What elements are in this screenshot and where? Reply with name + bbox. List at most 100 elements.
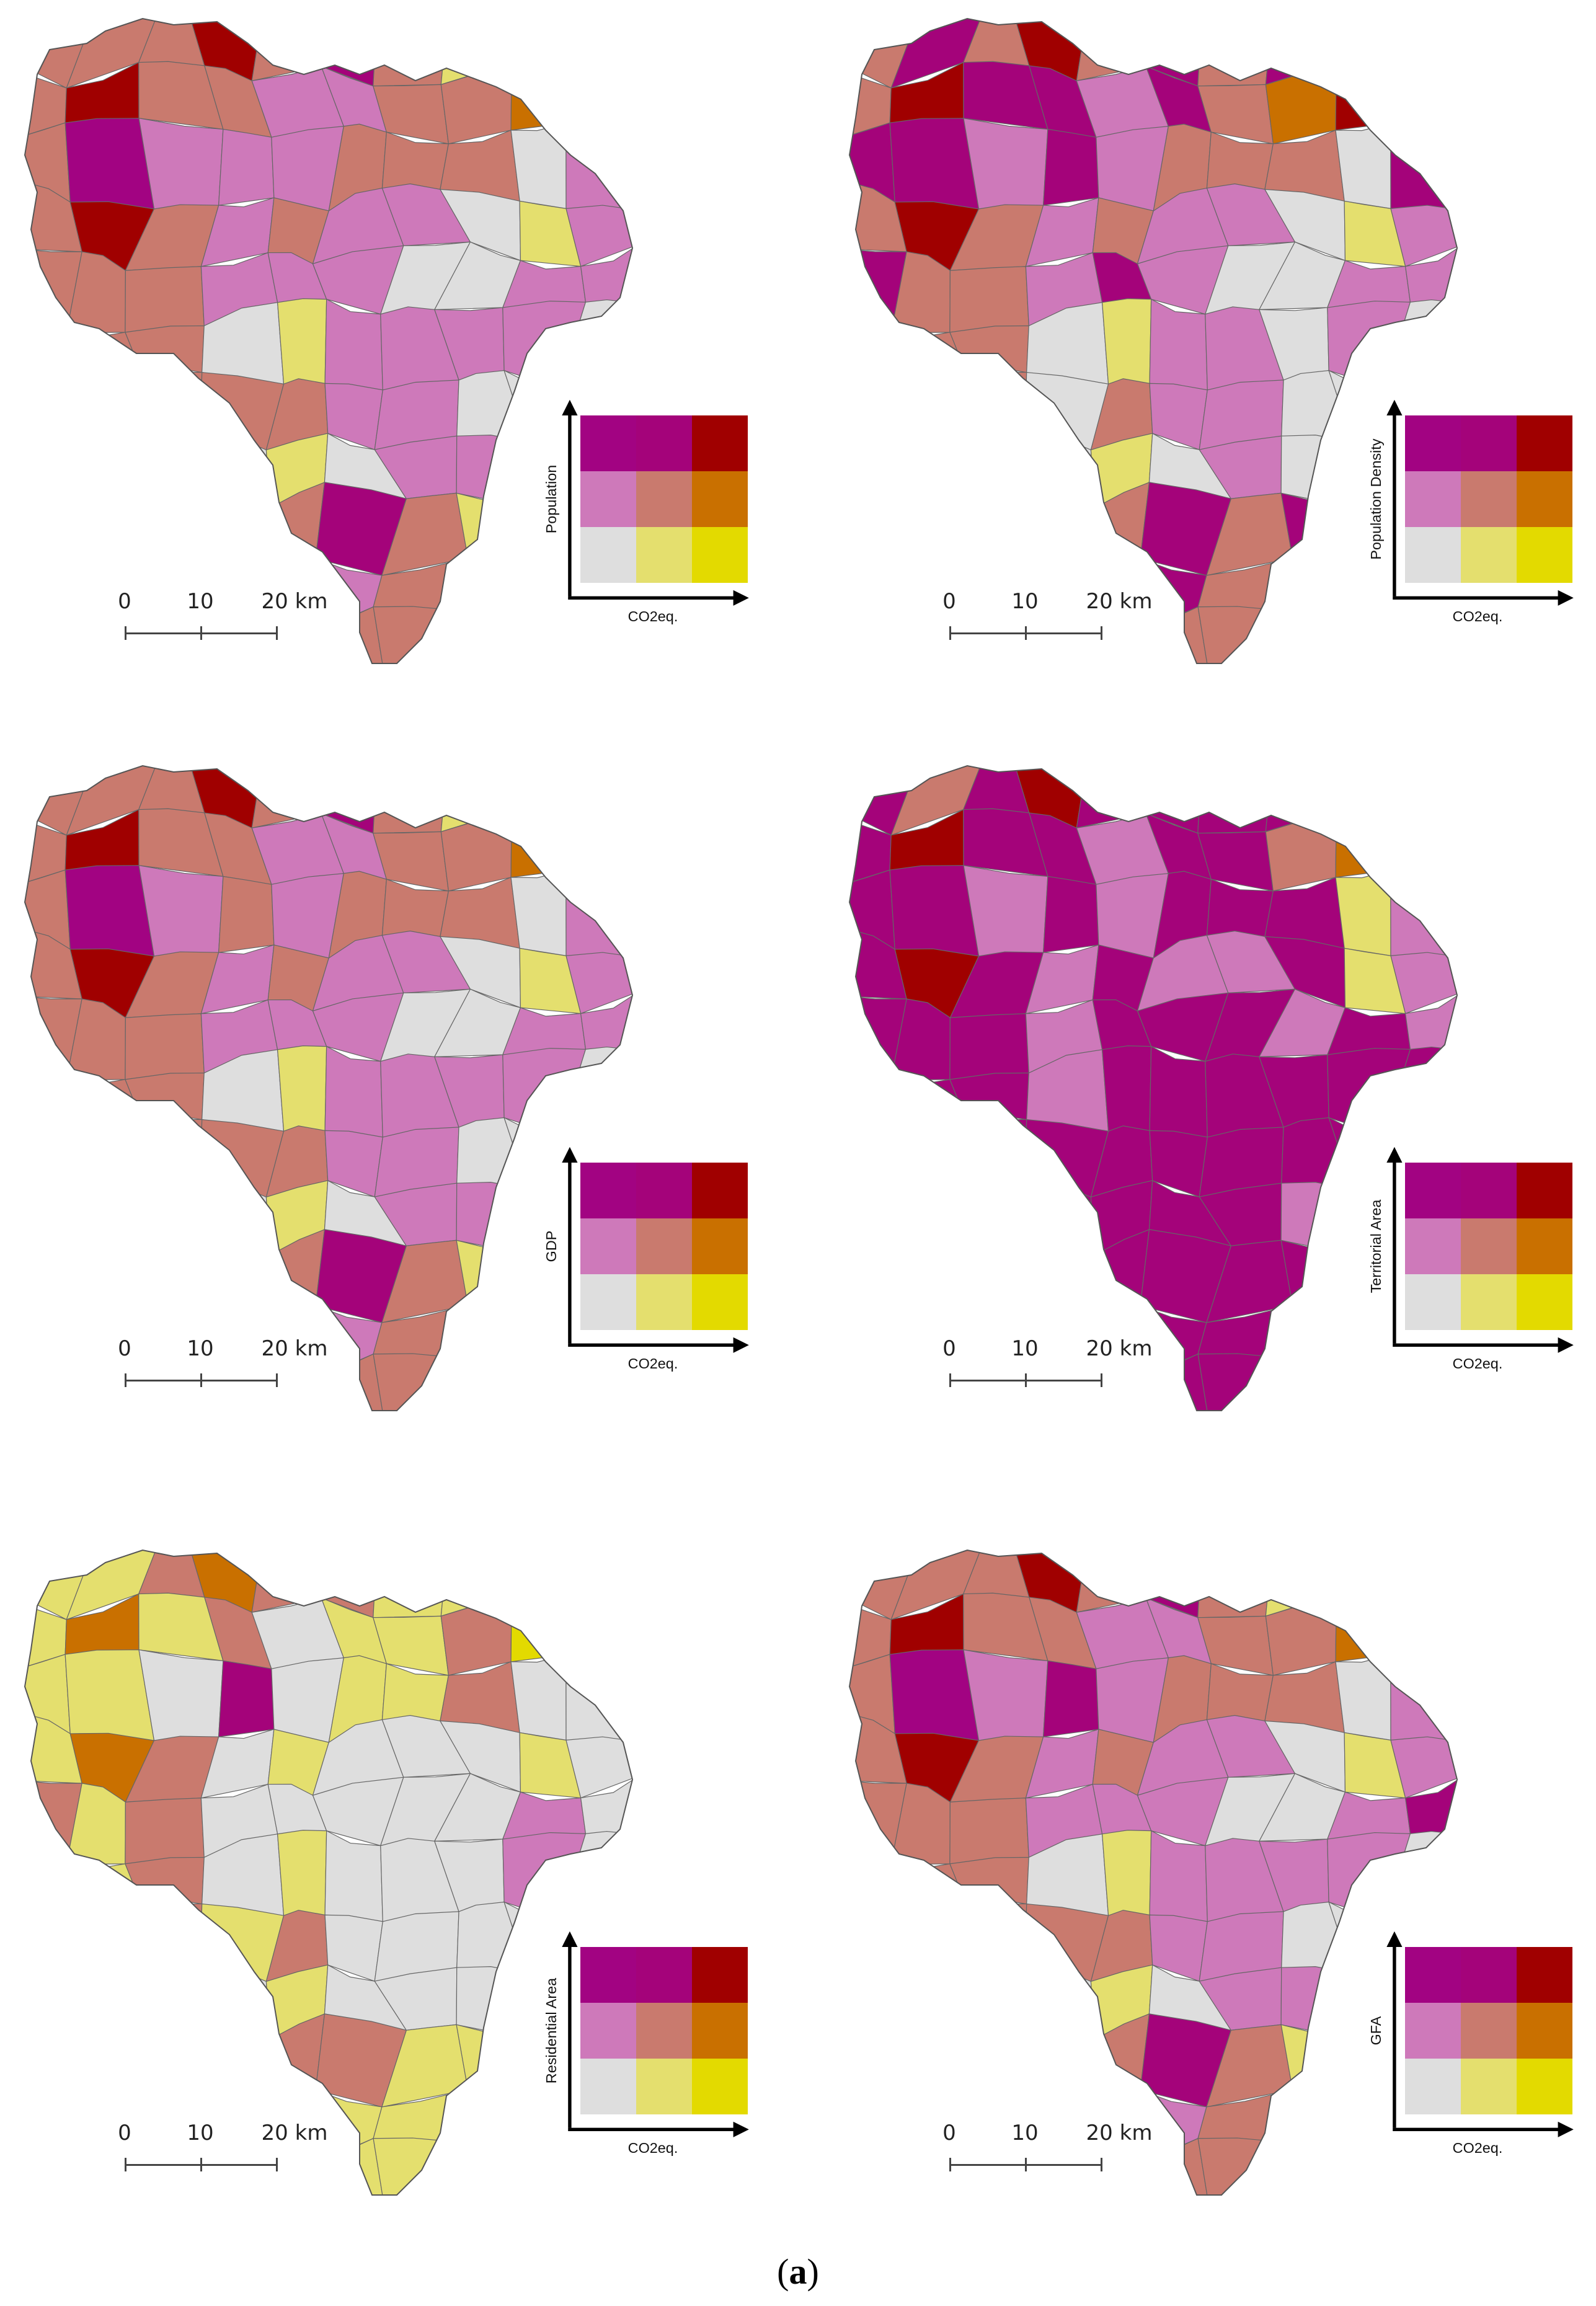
municipality-region xyxy=(849,1240,904,1313)
municipality-region xyxy=(138,766,205,814)
legend-swatch xyxy=(580,415,636,471)
municipality-region xyxy=(962,766,1030,814)
scale-tick xyxy=(1101,1373,1102,1387)
scale-tick xyxy=(276,2158,278,2171)
municipality-region xyxy=(218,876,275,953)
municipality-region xyxy=(324,298,383,391)
legend-x-arrow xyxy=(568,1337,749,1353)
figure-caption: (a) xyxy=(777,2251,819,2292)
municipality-region xyxy=(949,266,1029,333)
legend-swatch xyxy=(1461,415,1517,471)
legend-y-label: Territorial Area xyxy=(1367,1199,1385,1293)
municipality-region xyxy=(565,68,632,141)
municipality-region xyxy=(849,1856,909,1925)
legend-swatch xyxy=(1461,1163,1517,1218)
scale-tick xyxy=(276,1373,278,1387)
municipality-region xyxy=(849,1072,909,1140)
municipality-region xyxy=(849,552,897,633)
legend-y-label: Population xyxy=(543,464,560,534)
scale-line xyxy=(949,2164,1101,2166)
municipality-region xyxy=(125,1013,205,1080)
municipality-region xyxy=(849,325,909,393)
map-panel-population: 0 10 20 km Population CO2eq. xyxy=(12,6,749,676)
municipality-region xyxy=(849,1107,909,1177)
municipality-region xyxy=(510,122,567,210)
municipality-region xyxy=(311,1353,386,1411)
municipality-region xyxy=(66,1960,161,2043)
municipality-region xyxy=(440,19,515,86)
legend-swatch xyxy=(1517,1218,1572,1274)
legend-y-arrow xyxy=(1386,399,1403,596)
scale-label: 20 km xyxy=(1086,2121,1153,2145)
region-outline xyxy=(848,1549,1458,2196)
municipality-region xyxy=(25,1107,84,1177)
municipality-region xyxy=(61,1248,152,1322)
municipality-region xyxy=(510,1654,567,1741)
municipality-region xyxy=(1336,1550,1406,1600)
legend-x-arrow xyxy=(1393,590,1574,606)
bivariate-legend: GFA CO2eq. xyxy=(1367,1931,1574,2181)
municipality-region xyxy=(961,1108,1027,1187)
municipality-region xyxy=(849,1168,904,1252)
municipality-region xyxy=(949,325,1029,373)
municipality-region xyxy=(1336,766,1406,816)
municipality-region xyxy=(891,1960,986,2043)
scale-label: 0 xyxy=(942,589,956,614)
municipality-region xyxy=(1390,952,1457,1014)
municipality-region xyxy=(961,1892,1027,1972)
municipality-region xyxy=(578,1550,632,1613)
municipality-region xyxy=(324,1830,383,1922)
municipality-region xyxy=(136,1892,203,1972)
municipality-region xyxy=(849,2155,913,2195)
legend-swatch xyxy=(692,2003,748,2059)
municipality-region xyxy=(1280,1239,1358,1306)
municipality-region xyxy=(125,325,205,373)
municipality-region xyxy=(510,809,579,878)
municipality-region xyxy=(1335,1654,1391,1741)
region-outline xyxy=(848,17,1458,664)
municipality-region xyxy=(1265,766,1340,833)
municipality-region xyxy=(66,1176,161,1259)
municipality-region xyxy=(1197,1353,1275,1411)
municipality-region xyxy=(25,1300,73,1380)
municipality-region xyxy=(1335,1594,1404,1662)
legend-swatch xyxy=(1461,527,1517,583)
municipality-region xyxy=(849,2024,904,2098)
municipality-region xyxy=(138,1649,224,1741)
legend-swatch xyxy=(636,1163,692,1218)
municipality-region xyxy=(975,1178,1030,1261)
municipality-region xyxy=(139,1256,210,1323)
choropleth-map xyxy=(848,765,1458,1411)
legend-swatch xyxy=(1517,1163,1572,1218)
scale-label: 10 xyxy=(187,1336,214,1361)
scale-label: 20 km xyxy=(261,1336,328,1361)
municipality-region xyxy=(1335,62,1404,131)
municipality-region xyxy=(889,118,980,210)
municipality-region xyxy=(1403,1550,1457,1613)
municipality-region xyxy=(1274,553,1358,619)
municipality-region xyxy=(25,1892,84,1962)
municipality-region xyxy=(1265,19,1340,86)
municipality-region xyxy=(373,1550,448,1618)
legend-swatch xyxy=(636,471,692,527)
municipality-region xyxy=(1197,19,1273,87)
municipality-region xyxy=(889,1649,980,1741)
scale-label: 0 xyxy=(942,2121,956,2145)
legend-color-grid xyxy=(580,1163,748,1330)
scale-line xyxy=(125,632,276,634)
municipality-region xyxy=(964,1256,1034,1323)
municipality-region xyxy=(949,1798,1029,1865)
municipality-region xyxy=(277,1045,327,1132)
municipality-region xyxy=(61,2032,152,2106)
municipality-region xyxy=(1042,1660,1099,1737)
map-panel-territorial-area: 0 10 20 km Territorial Area CO2eq. xyxy=(837,753,1574,1423)
legend-x-label: CO2eq. xyxy=(627,608,678,625)
municipality-region xyxy=(886,2032,977,2106)
scale-tick xyxy=(1101,626,1102,640)
municipality-region xyxy=(578,766,632,828)
municipality-region xyxy=(456,492,533,559)
municipality-region xyxy=(964,508,1034,575)
legend-swatch xyxy=(1405,527,1461,583)
scale-bar: 0 10 20 km xyxy=(118,2121,327,2189)
municipality-region xyxy=(25,552,73,633)
